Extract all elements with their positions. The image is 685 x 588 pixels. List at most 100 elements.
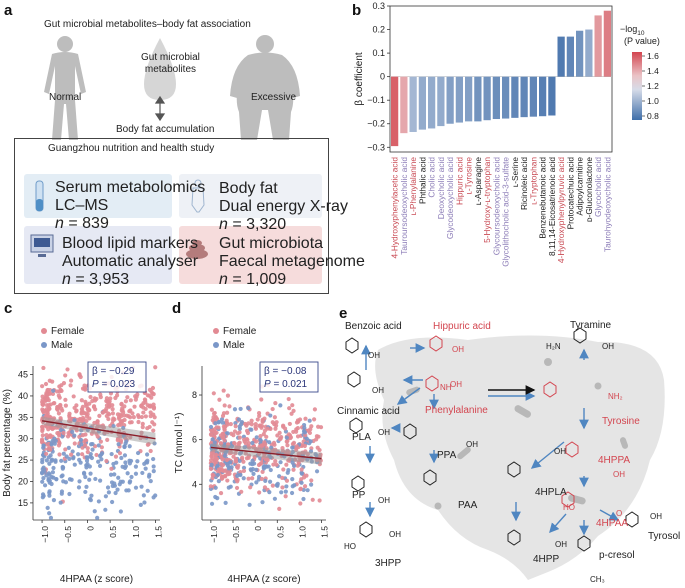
point-female — [83, 399, 88, 404]
point-male — [96, 443, 101, 448]
point-male — [48, 515, 54, 520]
point-female — [87, 401, 92, 406]
microbiota-n-label: n — [219, 271, 228, 288]
point-male — [72, 462, 77, 467]
point-male — [209, 462, 214, 467]
node-paa: PAA — [458, 500, 478, 511]
point-female — [40, 384, 45, 389]
point-female — [246, 476, 251, 481]
point-female — [256, 410, 262, 416]
category-label: 8,11,14-Eicosatrienoic acid — [547, 157, 557, 256]
metabolite-droplet-icon — [144, 38, 176, 100]
point-male — [286, 467, 291, 473]
study-box — [14, 138, 329, 294]
bar — [529, 76, 537, 117]
point-male — [138, 502, 143, 507]
atom-4hppa-oh: OH — [613, 470, 625, 479]
point-female — [273, 426, 278, 431]
y-tick-label: −0.2 — [367, 119, 385, 129]
point-female — [280, 475, 285, 481]
point-female — [94, 452, 99, 458]
point-female — [106, 404, 112, 409]
point-male — [110, 499, 115, 505]
point-female — [294, 445, 299, 450]
point-female — [61, 430, 66, 436]
point-male — [83, 489, 88, 495]
point-female — [239, 489, 244, 494]
point-male — [151, 495, 156, 500]
point-male — [302, 430, 308, 435]
point-male — [90, 441, 95, 447]
point-female — [44, 403, 50, 408]
point-female — [273, 400, 278, 406]
bar — [409, 76, 417, 132]
point-female — [286, 432, 292, 437]
point-female — [104, 413, 109, 419]
point-female — [222, 403, 227, 408]
point-male — [76, 485, 82, 490]
tyr-ring-icon — [543, 381, 557, 398]
point-male — [267, 490, 272, 495]
panel-c-letter: c — [4, 300, 13, 317]
point-female — [147, 424, 152, 430]
point-female — [315, 445, 320, 450]
double-arrow-icon — [154, 95, 166, 122]
point-male — [266, 464, 271, 469]
node-tyramine: Tyramine — [570, 320, 612, 331]
bar — [557, 36, 565, 77]
panel-e-letter: e — [339, 305, 348, 322]
bar — [576, 30, 584, 77]
point-female — [71, 394, 76, 399]
point-female — [104, 396, 110, 401]
x-tick-label: −1.0 — [40, 526, 50, 543]
point-male — [268, 413, 273, 418]
point-male — [228, 460, 233, 465]
point-female — [44, 451, 49, 456]
point-female — [308, 427, 313, 432]
point-female — [259, 397, 264, 402]
point-male — [53, 438, 58, 443]
panel-a-title: Gut microbial metabolites–body fat assoc… — [44, 19, 251, 30]
lipid-n-label: n — [62, 271, 71, 288]
point-male — [122, 465, 128, 471]
category-label: 5-Hydroxy-ʟ-tryptophan — [482, 157, 492, 243]
point-female — [128, 398, 133, 403]
point-male — [250, 458, 255, 463]
point-female — [295, 426, 300, 431]
bar — [400, 76, 408, 134]
point-female — [259, 443, 264, 448]
point-male — [238, 406, 243, 412]
pcresol-ring-icon — [577, 535, 591, 552]
pathway-diagram — [345, 327, 665, 580]
point-female — [48, 433, 53, 438]
point-female — [271, 440, 277, 445]
point-female — [317, 498, 322, 503]
point-female — [270, 406, 275, 412]
atom-4hpaa-ho: HO — [563, 503, 575, 512]
point-female — [233, 459, 238, 464]
point-male — [49, 481, 54, 487]
stat-p: P = 0.021 — [264, 379, 308, 390]
legend-marker-male — [213, 342, 219, 348]
point-male — [223, 500, 228, 505]
point-female — [85, 449, 90, 455]
metabolites-label: Gut microbial metabolites — [141, 52, 200, 76]
point-male — [151, 464, 156, 469]
y-tick-label: 6 — [192, 435, 197, 445]
point-male — [60, 466, 65, 471]
point-male — [248, 467, 253, 472]
point-male — [59, 489, 65, 494]
point-female — [253, 422, 258, 427]
point-female — [227, 404, 232, 409]
point-male — [106, 490, 111, 495]
point-male — [145, 488, 150, 493]
point-male — [246, 405, 251, 411]
point-male — [237, 426, 243, 431]
point-male — [105, 485, 111, 490]
point-female — [40, 397, 45, 403]
point-male — [115, 487, 120, 492]
point-male — [71, 456, 76, 461]
point-female — [302, 484, 308, 489]
point-female — [258, 433, 263, 439]
point-female — [227, 471, 232, 476]
